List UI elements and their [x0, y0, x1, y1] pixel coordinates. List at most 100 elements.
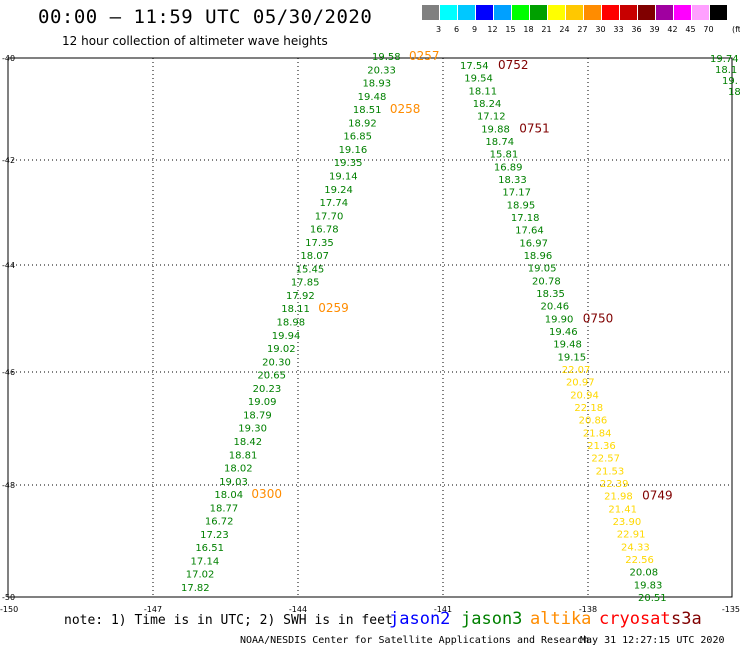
swh-value: 20.08: [630, 568, 659, 579]
swh-value: 17.70: [315, 211, 344, 222]
swh-value: 18.1: [715, 65, 737, 76]
swh-value: 19.58: [372, 52, 401, 63]
swh-value: 20.46: [541, 302, 570, 313]
legend-label: 70: [703, 25, 714, 34]
legend-label: 15: [505, 25, 516, 34]
lon-tick-label: -150: [0, 605, 18, 614]
swh-value: 18.33: [498, 175, 527, 186]
swh-value: 20.78: [532, 276, 561, 287]
swh-value: 17.17: [502, 188, 531, 199]
satellite-name: s3a: [671, 609, 702, 629]
swh-value: 18.98: [277, 318, 306, 329]
swh-value: 19.16: [339, 145, 368, 156]
legend-label: 24: [559, 25, 570, 34]
legend-swatch: [530, 5, 547, 20]
pass-time-label: 0257: [409, 49, 440, 63]
map-title: 00:00 – 11:59 UTC 05/30/2020: [38, 6, 373, 28]
pass-time-label: 0300: [251, 487, 282, 501]
satellite-name: altika: [530, 609, 592, 629]
swh-value: 21.98: [604, 492, 633, 503]
swh-value: 19.03: [219, 477, 248, 488]
lat-tick-label: -42: [2, 156, 15, 165]
swh-value: 19.83: [634, 580, 663, 591]
swh-value: 16.78: [310, 225, 339, 236]
pass-time-label: 0749: [642, 489, 673, 503]
footer-note: note: 1) Time is in UTC; 2) SWH is in fe…: [64, 613, 393, 628]
lon-tick-label: -138: [579, 605, 597, 614]
lat-tick-label: -44: [2, 261, 15, 270]
legend-label: 6: [453, 25, 460, 34]
legend-label: 9: [471, 25, 478, 34]
legend-swatch: [440, 5, 457, 20]
swh-value: 17.14: [191, 556, 220, 567]
swh-value: 19.48: [358, 92, 387, 103]
swh-value: 18.96: [524, 251, 553, 262]
legend-swatch: [638, 5, 655, 20]
swh-value: 18.77: [210, 503, 239, 514]
legend-label: 18: [523, 25, 534, 34]
swh-value: 18.93: [362, 79, 391, 90]
swh-value: 19.46: [549, 327, 578, 338]
swh-value: 20.30: [262, 357, 291, 368]
swh-value: 23.90: [613, 517, 642, 528]
pass-time-label: 0750: [583, 311, 614, 325]
swh-value: 24.33: [621, 542, 650, 553]
swh-value: 20.94: [570, 390, 599, 401]
credit-text: NOAA/NESDIS Center for Satellite Applica…: [240, 635, 590, 646]
swh-value: 19.48: [553, 340, 582, 351]
swh-value: 19.94: [272, 331, 301, 342]
legend-label: 39: [649, 25, 660, 34]
swh-value: 19.30: [238, 424, 267, 435]
swh-value: 22.07: [562, 365, 591, 376]
swh-value: 19.: [722, 76, 738, 87]
legend-swatch: [566, 5, 583, 20]
map-frame: [7, 57, 733, 598]
legend-label: 3: [435, 25, 442, 34]
swh-value: 19.88: [481, 124, 510, 135]
pass-time-label: 0752: [498, 58, 529, 72]
swh-value: 19.09: [248, 397, 277, 408]
pass-time-label: 0751: [519, 121, 550, 135]
swh-value: 16.85: [343, 132, 372, 143]
swh-value: 15.81: [490, 150, 519, 161]
swh-value: 19.74: [710, 54, 739, 65]
pass-time-label: 0259: [318, 301, 349, 315]
legend-swatch: [620, 5, 637, 20]
swh-value: 18.11: [468, 86, 497, 97]
legend-swatch: [710, 5, 727, 20]
legend-unit: (ft): [732, 25, 740, 34]
swh-value: 17.18: [511, 213, 540, 224]
lon-tick-label: -141: [434, 605, 452, 614]
swh-value: 17.82: [181, 583, 210, 594]
swh-value: 22.18: [574, 403, 603, 414]
swh-value: 17.54: [460, 61, 489, 72]
legend-swatch: [476, 5, 493, 20]
legend-label: 27: [577, 25, 588, 34]
swh-value: 17.23: [200, 530, 229, 541]
swh-value: 19.14: [329, 171, 358, 182]
swh-value: 21.53: [596, 466, 625, 477]
swh-value: 18.92: [348, 118, 377, 129]
swh-value: 16.51: [195, 543, 224, 554]
swh-value: 18.02: [224, 464, 253, 475]
swh-value: 17.02: [186, 570, 215, 581]
timestamp-text: May 31 12:27:15 UTC 2020: [580, 635, 725, 646]
swh-value: 18.04: [214, 490, 243, 501]
swh-value: 16.72: [205, 517, 234, 528]
swh-value: 21.36: [587, 441, 616, 452]
lat-tick-label: -50: [2, 593, 15, 602]
swh-value: 18.42: [234, 437, 263, 448]
swh-value: 18.79: [243, 410, 272, 421]
legend-swatch: [692, 5, 709, 20]
swh-value: 22.91: [617, 530, 646, 541]
swh-value: 17.35: [305, 238, 334, 249]
lat-tick-label: -40: [2, 54, 15, 63]
satellite-name: cryosat: [599, 609, 671, 629]
lat-tick-label: -46: [2, 368, 15, 377]
swh-value: 19.90: [545, 314, 574, 325]
legend-swatch: [494, 5, 511, 20]
swh-value: 19.02: [267, 344, 296, 355]
swh-value: 19.15: [557, 352, 586, 363]
swh-value: 21.41: [608, 504, 637, 515]
